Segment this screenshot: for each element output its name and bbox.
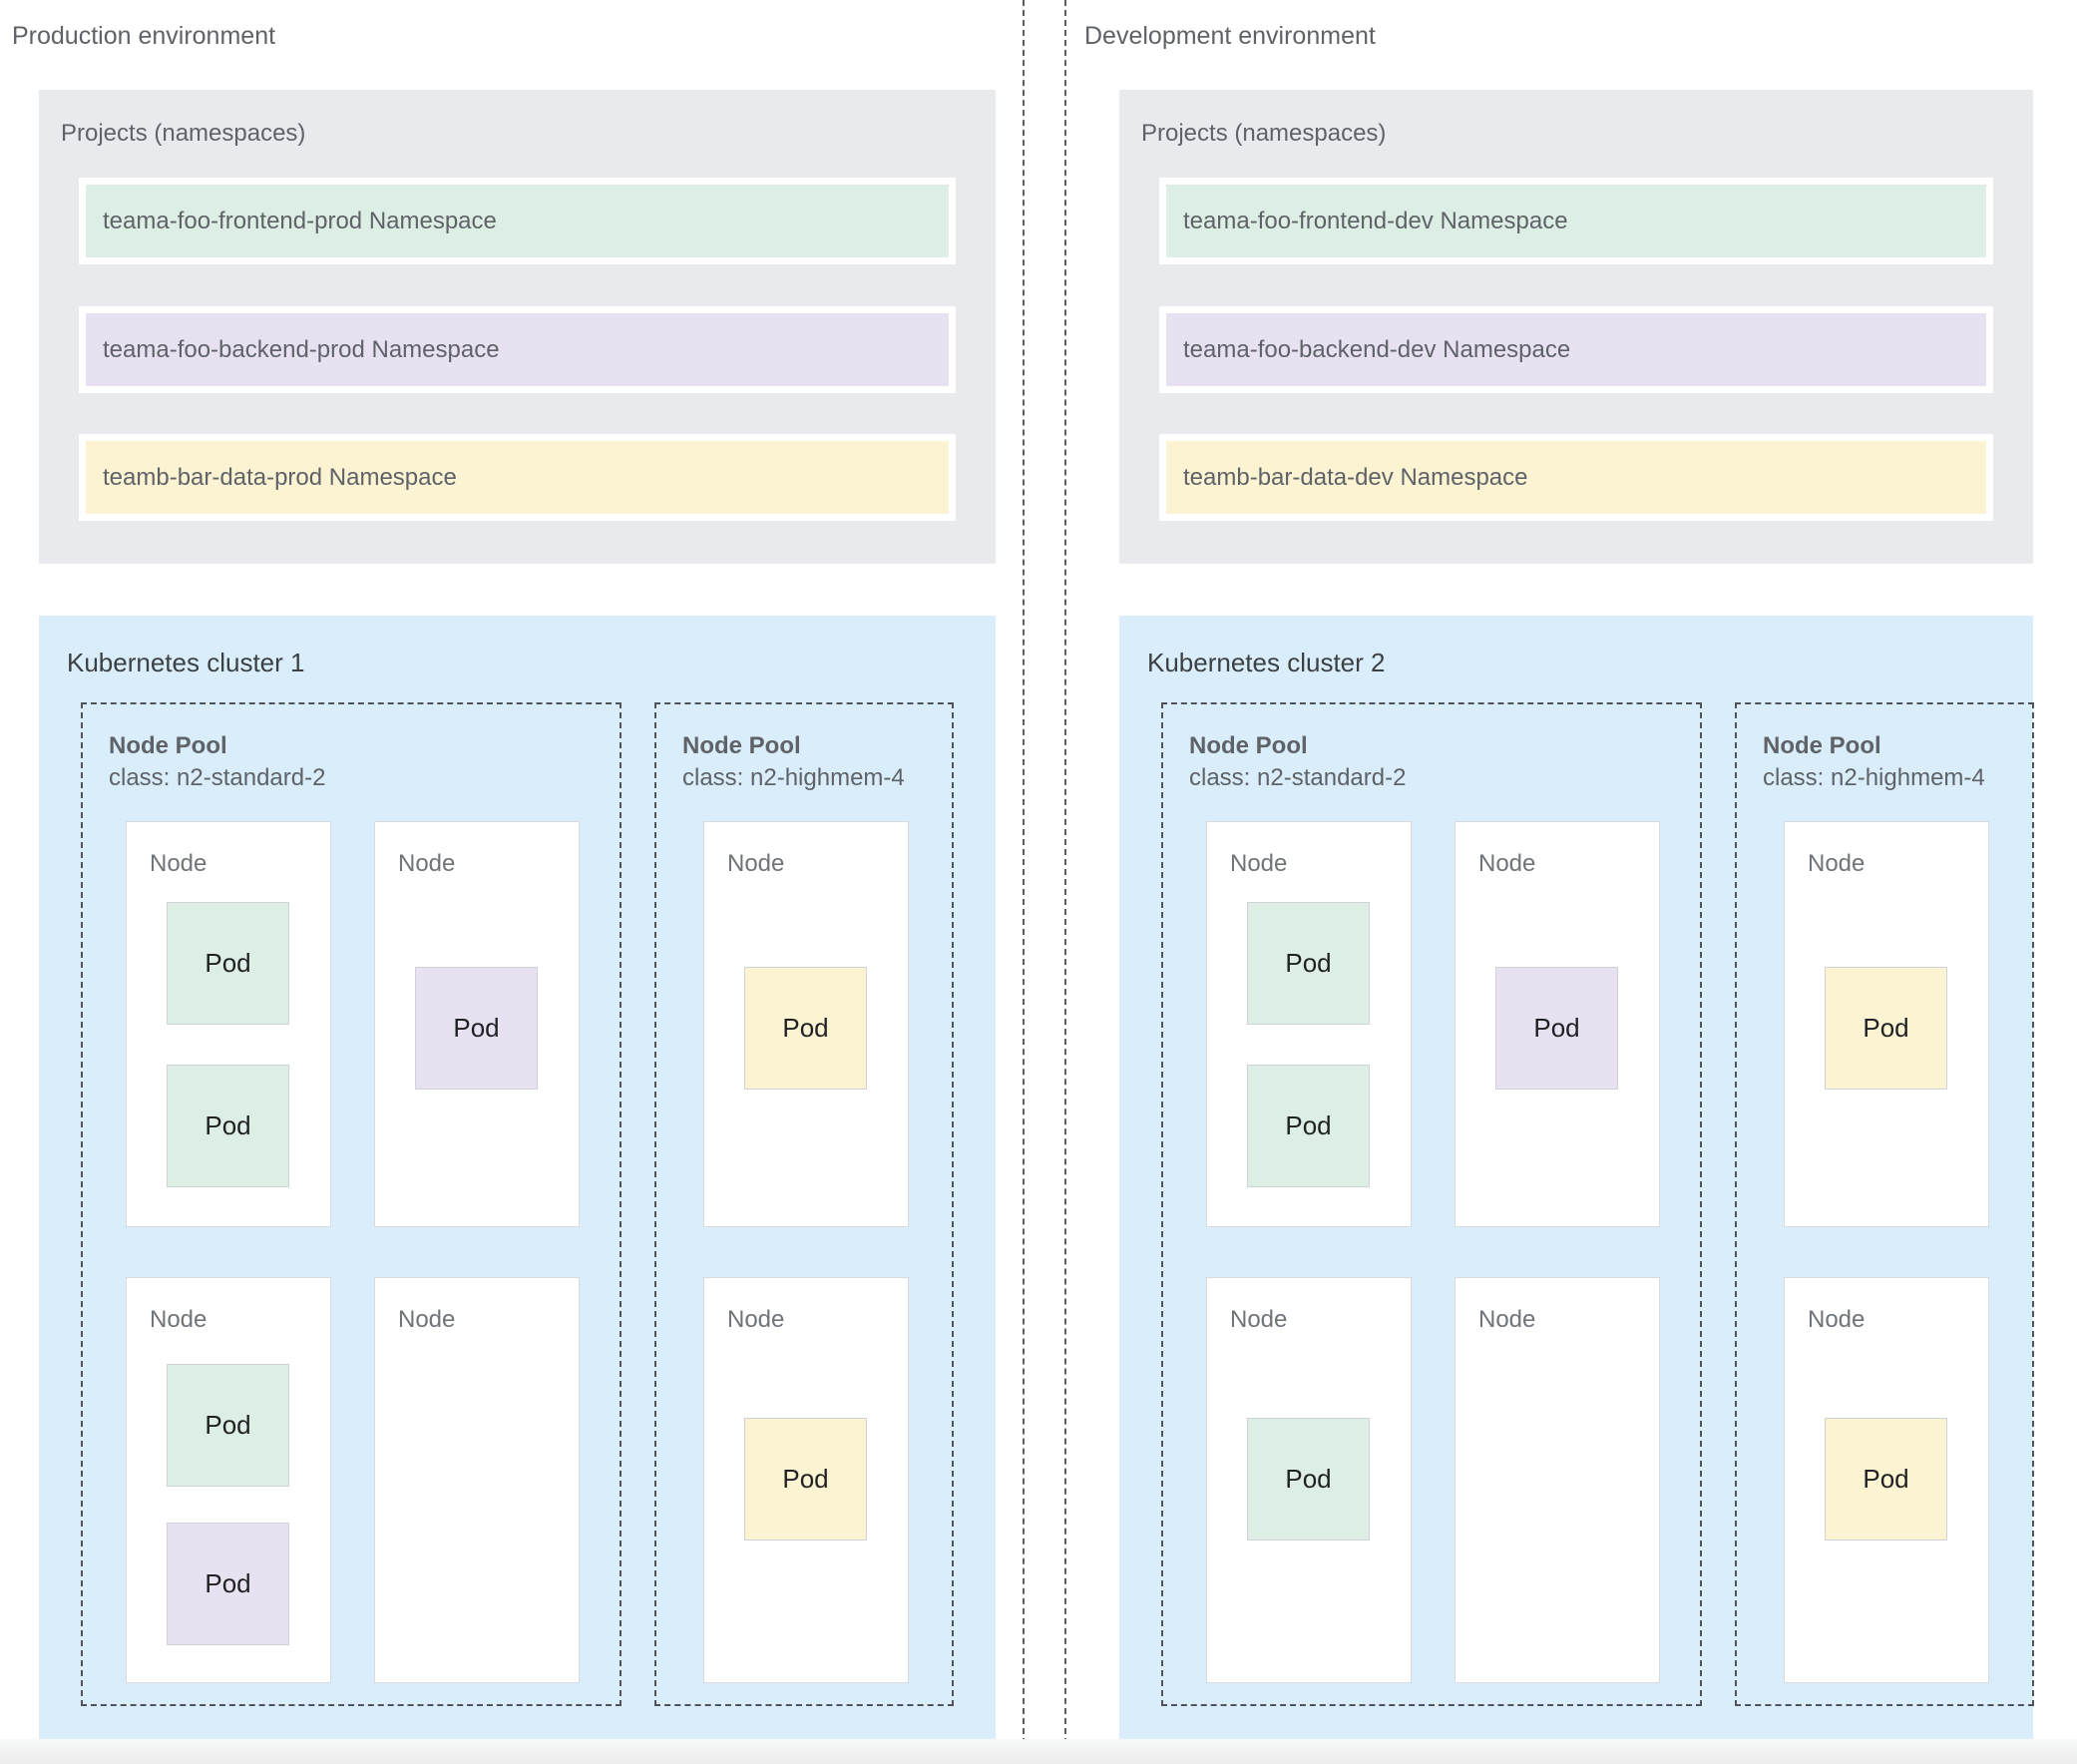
node-label: Node <box>1230 1306 1288 1333</box>
namespace-box-frontend-dev: teama-foo-frontend-dev Namespace <box>1159 178 1993 264</box>
projects-panel-title: Projects (namespaces) <box>1141 120 1387 147</box>
environment-divider-line-left <box>1023 0 1025 1764</box>
node-box: Node Pod <box>1206 1277 1412 1683</box>
node-label: Node <box>150 1306 208 1333</box>
node-label: Node <box>398 1306 456 1333</box>
pod: Pod <box>1495 967 1618 1090</box>
page-bottom-edge <box>0 1739 2077 1764</box>
cluster-title: Kubernetes cluster 1 <box>67 648 305 677</box>
namespace-label: teama-foo-backend-prod Namespace <box>103 335 500 363</box>
pod: Pod <box>1825 967 1947 1090</box>
namespace-label: teamb-bar-data-dev Namespace <box>1183 463 1528 491</box>
pod: Pod <box>1247 902 1370 1025</box>
kubernetes-cluster-panel: Kubernetes cluster 2 Node Pool class: n2… <box>1119 616 2034 1739</box>
pod: Pod <box>167 1364 289 1487</box>
pod: Pod <box>1247 1065 1370 1187</box>
node-box: Node Pod <box>1784 1277 1989 1683</box>
node-box: Node Pod Pod <box>126 821 331 1227</box>
node-pool-machine-class: class: n2-highmem-4 <box>1763 764 1985 791</box>
environment-divider-line-right <box>1064 0 1066 1764</box>
node-label: Node <box>1478 850 1536 877</box>
pod: Pod <box>167 1523 289 1645</box>
namespace-label: teama-foo-frontend-dev Namespace <box>1183 207 1568 234</box>
node-label: Node <box>727 850 785 877</box>
namespace-label: teama-foo-backend-dev Namespace <box>1183 335 1571 363</box>
node-pool-standard: Node Pool class: n2-standard-2 Node Pod P… <box>81 702 622 1706</box>
namespace-box-backend-prod: teama-foo-backend-prod Namespace <box>79 306 956 393</box>
cluster-title: Kubernetes cluster 2 <box>1147 648 1386 677</box>
node-pool-title: Node Pool <box>682 732 801 759</box>
node-box: Node Pod Pod <box>126 1277 331 1683</box>
node-label: Node <box>1230 850 1288 877</box>
pod: Pod <box>744 1418 867 1541</box>
node-pool-title: Node Pool <box>1763 732 1881 759</box>
node-pool-machine-class: class: n2-highmem-4 <box>682 764 905 791</box>
pod: Pod <box>1825 1418 1947 1541</box>
production-environment-section: Production environment Projects (namespa… <box>0 0 1010 1764</box>
namespace-box-data-prod: teamb-bar-data-prod Namespace <box>79 434 956 521</box>
node-pool-title: Node Pool <box>109 732 227 759</box>
node-box: Node <box>374 1277 580 1683</box>
node-pool-machine-class: class: n2-standard-2 <box>109 764 326 791</box>
node-box: Node <box>1454 1277 1660 1683</box>
node-box: Node Pod <box>374 821 580 1227</box>
node-box: Node Pod <box>1454 821 1660 1227</box>
kubernetes-cluster-panel: Kubernetes cluster 1 Node Pool class: n2… <box>39 616 996 1739</box>
node-pool-label: Node Pool class: n2-standard-2 <box>1189 730 1406 794</box>
pod: Pod <box>1247 1418 1370 1541</box>
node-box: Node Pod <box>1784 821 1989 1227</box>
projects-namespaces-panel: Projects (namespaces) teama-foo-frontend… <box>39 90 996 564</box>
node-box: Node Pod <box>703 1277 909 1683</box>
pod: Pod <box>415 967 538 1090</box>
node-pool-highmem: Node Pool class: n2-highmem-4 Node Pod N… <box>1735 702 2034 1706</box>
node-label: Node <box>727 1306 785 1333</box>
namespace-box-data-dev: teamb-bar-data-dev Namespace <box>1159 434 1993 521</box>
node-label: Node <box>1808 1306 1866 1333</box>
node-pool-standard: Node Pool class: n2-standard-2 Node Pod P… <box>1161 702 1702 1706</box>
projects-namespaces-panel: Projects (namespaces) teama-foo-frontend… <box>1119 90 2033 564</box>
node-pool-label: Node Pool class: n2-standard-2 <box>109 730 325 794</box>
node-pool-label: Node Pool class: n2-highmem-4 <box>682 730 905 794</box>
node-pool-title: Node Pool <box>1189 732 1308 759</box>
environment-title: Production environment <box>12 22 276 50</box>
node-box: Node Pod <box>703 821 909 1227</box>
namespace-label: teama-foo-frontend-prod Namespace <box>103 207 497 234</box>
node-pool-machine-class: class: n2-standard-2 <box>1189 764 1407 791</box>
pod: Pod <box>167 1065 289 1187</box>
node-label: Node <box>1808 850 1866 877</box>
namespace-label: teamb-bar-data-prod Namespace <box>103 463 457 491</box>
node-label: Node <box>150 850 208 877</box>
node-pool-label: Node Pool class: n2-highmem-4 <box>1763 730 1985 794</box>
node-box: Node Pod Pod <box>1206 821 1412 1227</box>
pod: Pod <box>744 967 867 1090</box>
environment-title: Development environment <box>1084 22 1376 50</box>
namespace-box-frontend-prod: teama-foo-frontend-prod Namespace <box>79 178 956 264</box>
node-pool-highmem: Node Pool class: n2-highmem-4 Node Pod N… <box>654 702 954 1706</box>
pod: Pod <box>167 902 289 1025</box>
node-label: Node <box>1478 1306 1536 1333</box>
projects-panel-title: Projects (namespaces) <box>61 120 306 147</box>
development-environment-section: Development environment Projects (namesp… <box>1080 0 2077 1764</box>
namespace-box-backend-dev: teama-foo-backend-dev Namespace <box>1159 306 1993 393</box>
node-label: Node <box>398 850 456 877</box>
